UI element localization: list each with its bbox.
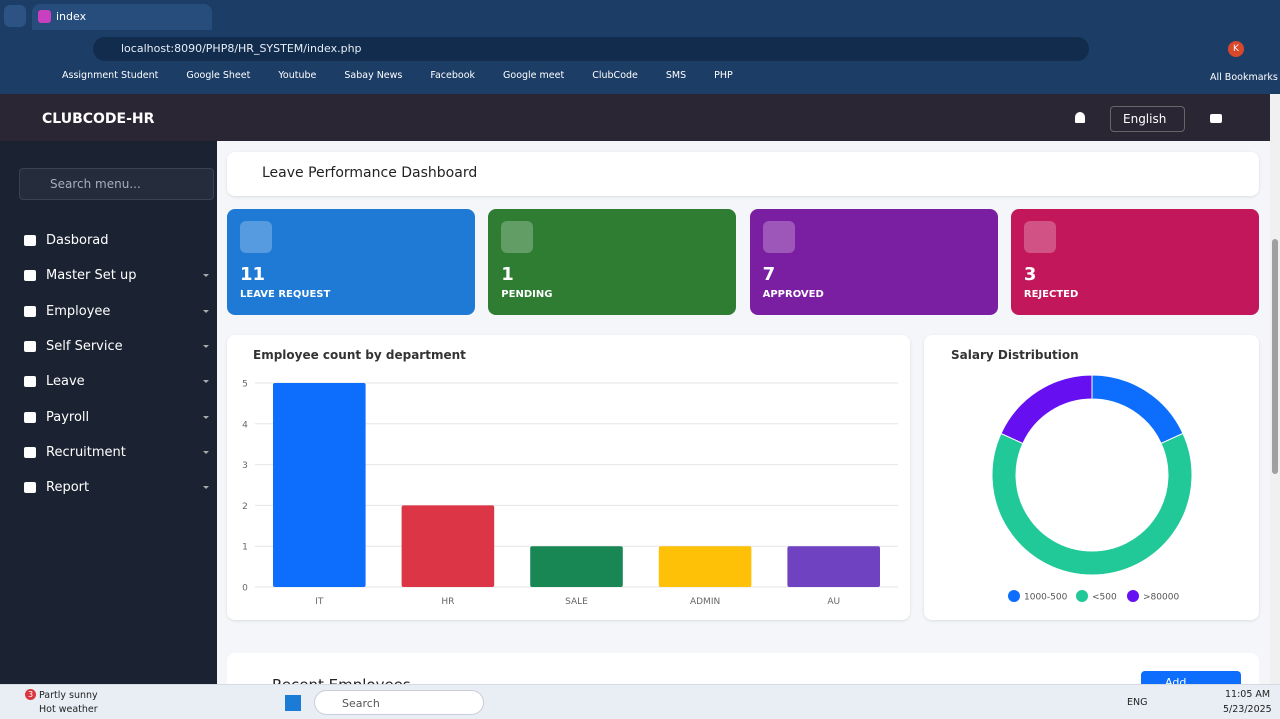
card-label: LEAVE REQUEST bbox=[240, 289, 331, 300]
menu-icon bbox=[24, 270, 36, 282]
bell-icon[interactable] bbox=[1075, 112, 1085, 123]
menu-item[interactable]: Report bbox=[46, 480, 90, 496]
menu-item[interactable]: Leave bbox=[46, 374, 85, 390]
menu-icon bbox=[24, 482, 36, 494]
address-bar[interactable]: localhost:8090/PHP8/HR_SYSTEM/index.php bbox=[93, 37, 1089, 61]
pie-card: Salary Distribution bbox=[924, 335, 1259, 620]
caret bbox=[203, 415, 209, 422]
bookmark[interactable]: Assignment Student bbox=[62, 70, 159, 81]
taskbar-search[interactable]: Search bbox=[314, 690, 484, 715]
logout-icon[interactable] bbox=[1210, 114, 1222, 123]
brand: CLUBCODE-HR bbox=[42, 111, 155, 127]
card-icon bbox=[762, 221, 795, 253]
menu-icon bbox=[24, 340, 36, 352]
taskbar: 3 Partly sunny Hot weather Search ENG 11… bbox=[0, 684, 1280, 719]
weather-badge: 3 bbox=[25, 689, 36, 700]
weather-note: Hot weather bbox=[39, 704, 98, 715]
bar-card: Employee count by department bbox=[227, 335, 910, 620]
card-value: 1 bbox=[501, 264, 514, 285]
tab-menu[interactable] bbox=[4, 5, 26, 27]
caret bbox=[203, 450, 209, 457]
language-select[interactable]: English bbox=[1110, 106, 1185, 132]
caret bbox=[203, 274, 209, 280]
scroll-thumb[interactable] bbox=[1272, 239, 1278, 474]
browser-chrome: index localhost:8090/PHP8/HR_SYSTEM/inde… bbox=[0, 0, 1280, 94]
bookmark[interactable]: Sabay News bbox=[344, 70, 403, 81]
chart-title: Employee count by department bbox=[253, 348, 466, 362]
menu-item[interactable]: Dasborad bbox=[46, 233, 109, 248]
bookmark[interactable]: PHP bbox=[714, 70, 733, 81]
section-title: Recent Employees bbox=[272, 676, 411, 684]
sidebar: Search menu... Dasborad Master Set up Empl… bbox=[0, 141, 217, 684]
bookmarks-bar: Assignment Student Google Sheet Youtube Sab… bbox=[48, 70, 733, 86]
tab-title: index bbox=[56, 10, 87, 23]
menu-icon bbox=[24, 305, 36, 317]
caret bbox=[203, 380, 209, 386]
bookmark[interactable]: Google Sheet bbox=[186, 70, 251, 81]
bookmark[interactable]: SMS bbox=[665, 70, 687, 81]
card-value: 7 bbox=[762, 264, 776, 285]
menu-icon bbox=[24, 235, 36, 246]
stat-card bbox=[227, 209, 475, 315]
caret bbox=[203, 309, 209, 316]
card-icon bbox=[240, 221, 272, 253]
card-label: REJECTED bbox=[1023, 289, 1079, 300]
card-label: PENDING bbox=[501, 289, 553, 300]
card-value: 3 bbox=[1023, 264, 1037, 285]
search-menu[interactable]: Search menu... bbox=[19, 168, 214, 200]
all-bookmarks[interactable]: All Bookmarks bbox=[1210, 72, 1278, 83]
stat-card bbox=[1010, 209, 1259, 315]
menu-item[interactable]: Self Service bbox=[46, 338, 123, 354]
menu-item[interactable]: Master Set up bbox=[46, 268, 137, 284]
caret bbox=[203, 344, 209, 351]
scrollbar bbox=[1270, 94, 1280, 684]
menu-item[interactable]: Recruitment bbox=[46, 444, 126, 460]
clock-date: 5/23/2025 bbox=[1223, 704, 1272, 715]
card-value: 11 bbox=[240, 264, 266, 285]
recent-employees: Recent Employees Add Employee bbox=[227, 653, 1259, 684]
menu-item[interactable]: Employee bbox=[46, 303, 111, 319]
menu-icon bbox=[24, 376, 36, 388]
stat-card bbox=[488, 209, 737, 315]
dashboard-header: Leave Performance Dashboard bbox=[227, 152, 1259, 196]
bookmark[interactable]: Google meet bbox=[503, 70, 565, 81]
url: localhost:8090/PHP8/HR_SYSTEM/index.php bbox=[121, 42, 362, 55]
menu-icon bbox=[24, 411, 36, 423]
search-text: Search bbox=[342, 697, 380, 710]
bookmark[interactable]: Facebook bbox=[430, 70, 476, 81]
tab[interactable]: index bbox=[32, 4, 212, 30]
stat-card bbox=[749, 209, 998, 315]
start-button[interactable] bbox=[285, 695, 301, 711]
app-header: CLUBCODE-HR English bbox=[0, 94, 1270, 141]
menu-icon bbox=[24, 446, 36, 458]
dashboard-title: Leave Performance Dashboard bbox=[262, 165, 478, 181]
language[interactable]: ENG bbox=[1127, 697, 1148, 708]
clock-time[interactable]: 11:05 AM bbox=[1225, 689, 1271, 700]
menu-item[interactable]: Payroll bbox=[46, 409, 90, 425]
add-employee-button[interactable]: Add Employee bbox=[1141, 671, 1241, 684]
card-icon bbox=[501, 221, 534, 253]
weather[interactable]: Partly sunny bbox=[39, 690, 98, 701]
bookmark[interactable]: Youtube bbox=[278, 70, 317, 81]
card-label: APPROVED bbox=[762, 289, 824, 300]
card-icon bbox=[1023, 221, 1056, 253]
caret bbox=[203, 486, 209, 492]
profile[interactable]: K bbox=[1228, 41, 1244, 57]
search-placeholder: Search menu... bbox=[50, 177, 141, 191]
chart-title: Salary Distribution bbox=[951, 348, 1079, 362]
favicon bbox=[38, 10, 51, 23]
bookmark[interactable]: ClubCode bbox=[592, 70, 638, 81]
